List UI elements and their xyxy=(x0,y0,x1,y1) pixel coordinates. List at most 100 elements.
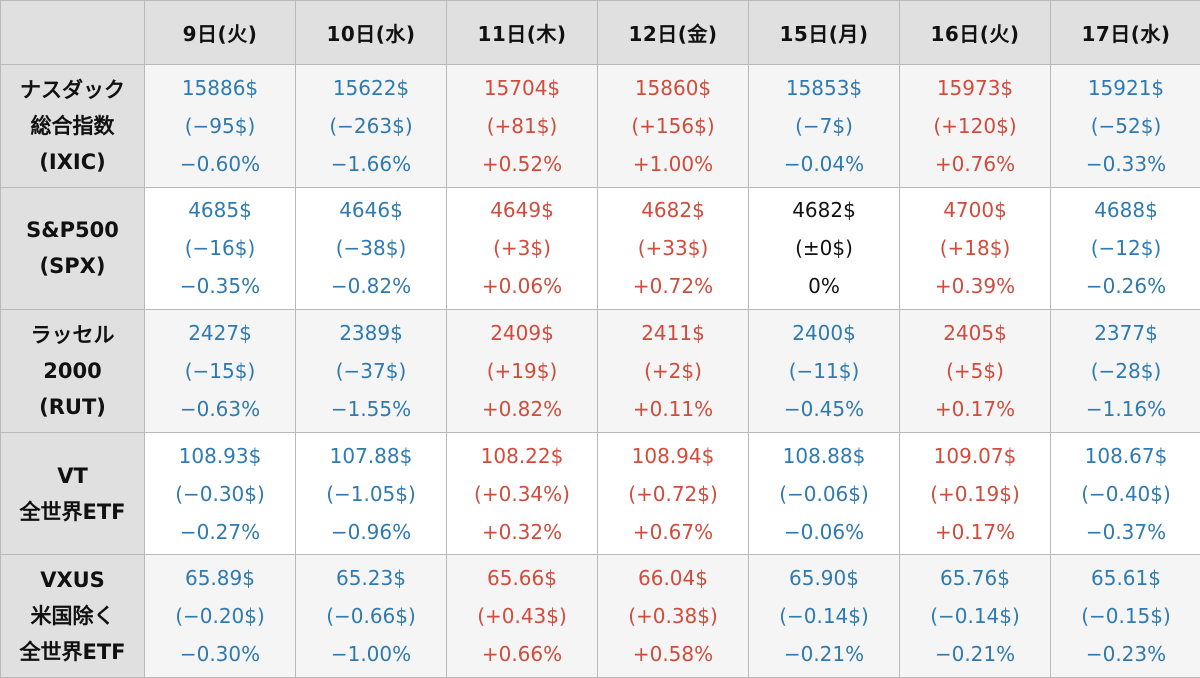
change-value: (−11$) xyxy=(788,358,860,383)
value-cell: 4685$ (−16$) −0.35% xyxy=(144,186,296,311)
price-value: 15973$ xyxy=(936,75,1014,100)
date-header: 16日(火) xyxy=(899,0,1051,65)
change-value: (+0.38$) xyxy=(628,604,718,629)
row-label-line: VT xyxy=(57,463,88,488)
value-cell: 109.07$ (+0.19$) +0.17% xyxy=(899,431,1051,556)
price-value: 15886$ xyxy=(181,75,259,100)
row-label-cell: S&P500 (SPX) xyxy=(0,186,145,311)
percent-value: −0.45% xyxy=(783,396,865,421)
date-header: 12日(金) xyxy=(597,0,749,65)
price-value: 4700$ xyxy=(943,198,1007,223)
row-label-line: (IXIC) xyxy=(39,149,106,174)
value-cell: 15853$ (−7$) −0.04% xyxy=(748,64,900,188)
percent-value: −0.96% xyxy=(330,519,412,544)
percent-value: −0.04% xyxy=(783,151,865,176)
percent-value: +0.72% xyxy=(632,274,714,299)
change-value: (±0$) xyxy=(795,236,853,261)
change-value: (+18$) xyxy=(939,236,1011,261)
value-cell: 4700$ (+18$) +0.39% xyxy=(899,186,1051,311)
change-value: (−0.30$) xyxy=(175,481,265,506)
price-value: 4685$ xyxy=(188,198,252,223)
percent-value: −0.37% xyxy=(1085,519,1167,544)
value-cell: 108.67$ (−0.40$) −0.37% xyxy=(1050,431,1200,556)
value-cell: 65.66$ (+0.43$) +0.66% xyxy=(446,554,598,678)
percent-value: −0.06% xyxy=(783,519,865,544)
date-header: 11日(木) xyxy=(446,0,598,65)
table-row: ナスダック 総合指数 (IXIC) 15886$ (−95$) −0.60% 15622$ (… xyxy=(0,64,1200,188)
row-label-line: 全世界ETF xyxy=(19,640,126,665)
percent-value: −0.23% xyxy=(1085,642,1167,667)
table-row: S&P500 (SPX) 4685$ (−16$) −0.35% 4646$ (−38$) −… xyxy=(0,186,1200,311)
row-label-line: 全世界ETF xyxy=(19,499,126,524)
change-value: (−16$) xyxy=(184,236,256,261)
price-value: 15860$ xyxy=(634,75,712,100)
value-cell: 108.94$ (+0.72$) +0.67% xyxy=(597,431,749,556)
percent-value: +0.66% xyxy=(481,642,563,667)
price-value: 2377$ xyxy=(1094,320,1158,345)
value-cell: 65.23$ (−0.66$) −1.00% xyxy=(295,554,447,678)
change-value: (+0.43$) xyxy=(477,604,567,629)
price-value: 2405$ xyxy=(943,320,1007,345)
change-value: (+156$) xyxy=(631,113,715,138)
percent-value: −0.33% xyxy=(1085,151,1167,176)
table-row: VXUS 米国除く 全世界ETF 65.89$ (−0.20$) −0.30% 65.23$… xyxy=(0,554,1200,678)
row-label-line: S&P500 xyxy=(26,218,119,243)
percent-value: −0.30% xyxy=(179,642,261,667)
value-cell: 108.93$ (−0.30$) −0.27% xyxy=(144,431,296,556)
change-value: (−263$) xyxy=(329,113,413,138)
price-value: 2409$ xyxy=(490,320,554,345)
percent-value: −1.55% xyxy=(330,396,412,421)
price-value: 4682$ xyxy=(641,198,705,223)
price-value: 65.66$ xyxy=(487,566,557,591)
price-value: 4646$ xyxy=(339,198,403,223)
price-value: 2389$ xyxy=(339,320,403,345)
row-label-line: ナスダック xyxy=(20,77,125,102)
price-value: 4682$ xyxy=(792,198,856,223)
change-value: (−38$) xyxy=(335,236,407,261)
table-body: ナスダック 総合指数 (IXIC) 15886$ (−95$) −0.60% 15622$ (… xyxy=(0,64,1200,678)
change-value: (−1.05$) xyxy=(326,481,416,506)
value-cell: 2400$ (−11$) −0.45% xyxy=(748,309,900,433)
row-label-line: VXUS xyxy=(40,568,105,593)
change-value: (+2$) xyxy=(644,358,702,383)
table-row: ラッセル 2000 (RUT) 2427$ (−15$) −0.63% 2389$ (−37$… xyxy=(0,309,1200,433)
corner-cell xyxy=(0,0,145,65)
percent-value: −0.63% xyxy=(179,396,261,421)
change-value: (+3$) xyxy=(493,236,551,261)
percent-value: +0.32% xyxy=(481,519,563,544)
change-value: (−0.14$) xyxy=(779,604,869,629)
change-value: (−37$) xyxy=(335,358,407,383)
row-label-cell: VT 全世界ETF xyxy=(0,431,145,556)
value-cell: 4682$ (+33$) +0.72% xyxy=(597,186,749,311)
percent-value: +0.06% xyxy=(481,274,563,299)
table-row: VT 全世界ETF 108.93$ (−0.30$) −0.27% 107.88$ (−1.… xyxy=(0,431,1200,556)
date-header: 10日(水) xyxy=(295,0,447,65)
percent-value: −0.35% xyxy=(179,274,261,299)
price-value: 2427$ xyxy=(188,320,252,345)
value-cell: 15921$ (−52$) −0.33% xyxy=(1050,64,1200,188)
change-value: (−12$) xyxy=(1090,236,1162,261)
value-cell: 4646$ (−38$) −0.82% xyxy=(295,186,447,311)
value-cell: 4682$ (±0$) 0% xyxy=(748,186,900,311)
percent-value: −0.26% xyxy=(1085,274,1167,299)
change-value: (−15$) xyxy=(184,358,256,383)
percent-value: +0.39% xyxy=(934,274,1016,299)
value-cell: 2427$ (−15$) −0.63% xyxy=(144,309,296,433)
change-value: (+120$) xyxy=(933,113,1017,138)
price-value: 108.94$ xyxy=(631,443,715,468)
percent-value: −1.00% xyxy=(330,642,412,667)
change-value: (+0.34%) xyxy=(474,481,570,506)
value-cell: 4688$ (−12$) −0.26% xyxy=(1050,186,1200,311)
row-label-line: (RUT) xyxy=(39,394,106,419)
percent-value: +0.17% xyxy=(934,396,1016,421)
percent-value: +0.52% xyxy=(481,151,563,176)
price-value: 108.93$ xyxy=(178,443,262,468)
percent-value: 0% xyxy=(808,274,840,299)
value-cell: 4649$ (+3$) +0.06% xyxy=(446,186,598,311)
price-value: 65.90$ xyxy=(789,566,859,591)
value-cell: 2389$ (−37$) −1.55% xyxy=(295,309,447,433)
price-value: 15853$ xyxy=(785,75,863,100)
change-value: (−0.40$) xyxy=(1081,481,1171,506)
percent-value: +0.76% xyxy=(934,151,1016,176)
change-value: (+0.19$) xyxy=(930,481,1020,506)
